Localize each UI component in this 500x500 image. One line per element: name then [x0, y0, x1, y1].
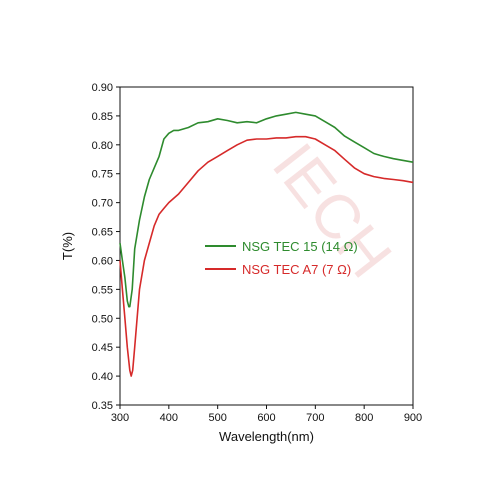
y-tick-label: 0.70	[92, 198, 113, 210]
y-tick-label: 0.50	[92, 313, 113, 325]
y-tick-label: 0.40	[92, 371, 113, 383]
y-tick-label: 0.65	[92, 227, 113, 239]
x-tick-label: 800	[355, 412, 373, 424]
y-tick-label: 0.55	[92, 284, 113, 296]
y-tick-label: 0.45	[92, 342, 113, 354]
legend-label: NSG TEC 15 (14 Ω)	[242, 239, 358, 254]
y-tick-label: 0.35	[92, 400, 113, 412]
y-tick-label: 0.80	[92, 140, 113, 152]
series-line-2	[119, 135, 414, 377]
series-layer	[119, 111, 414, 377]
y-tick-label: 0.85	[92, 111, 113, 123]
y-tick-label: 0.75	[92, 169, 113, 181]
y-axis-label: T(%)	[60, 232, 75, 260]
x-tick-label: 500	[208, 412, 226, 424]
legend: NSG TEC 15 (14 Ω) NSG TEC A7 (7 Ω)	[205, 239, 358, 277]
series-line-1	[119, 111, 414, 308]
y-tick-label: 0.90	[92, 82, 113, 94]
x-tick-label: 600	[257, 412, 275, 424]
y-tick-label: 0.60	[92, 255, 113, 267]
x-tick-label: 700	[306, 412, 324, 424]
x-tick-label: 300	[111, 412, 129, 424]
legend-label: NSG TEC A7 (7 Ω)	[242, 262, 351, 277]
x-tick-label: 900	[404, 412, 422, 424]
x-axis-label: Wavelength(nm)	[219, 429, 314, 444]
axis-ticks: 300 400 500 600 700 800 900 0.35 0.40 0.45 0.50 0.5…	[92, 82, 423, 424]
x-tick-label: 400	[160, 412, 178, 424]
